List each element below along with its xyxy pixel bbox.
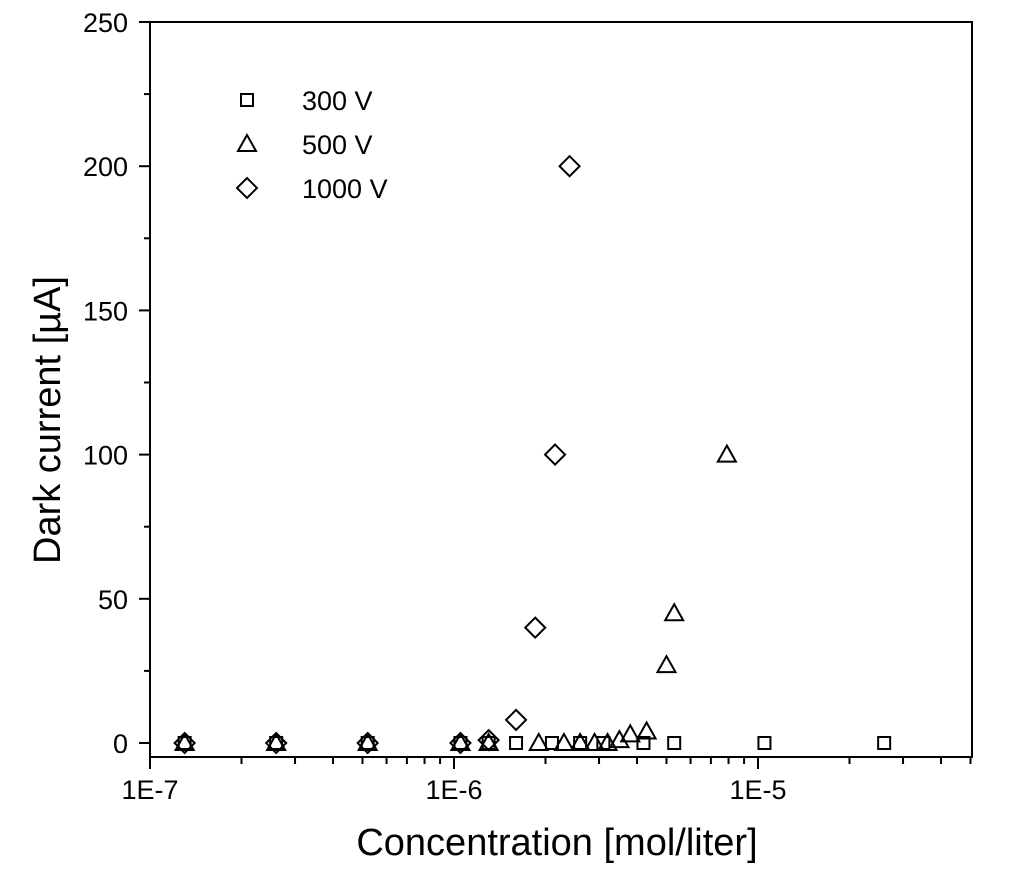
diamond-point bbox=[173, 731, 197, 755]
diamond-point bbox=[449, 731, 472, 755]
legend-diamond-icon bbox=[235, 176, 259, 200]
square-point bbox=[757, 736, 772, 750]
diamond-point bbox=[543, 443, 567, 467]
triangle-point bbox=[608, 729, 631, 749]
diamond-point bbox=[558, 154, 581, 178]
y-tick-label: 50 bbox=[98, 585, 128, 615]
y-tick-label: 200 bbox=[83, 152, 128, 182]
triangle-point bbox=[553, 731, 575, 751]
axis-tick-labels: 0 50 100 150 200 250 1E-7 1E-6 1E-5 bbox=[83, 8, 787, 805]
diamond-point bbox=[356, 731, 380, 755]
plot-frame bbox=[149, 21, 973, 758]
legend-label: 500 V bbox=[302, 130, 373, 160]
triangle-point bbox=[356, 731, 379, 751]
square-point bbox=[667, 736, 682, 750]
triangle-point bbox=[173, 731, 196, 751]
diamond-point bbox=[523, 616, 547, 640]
triangle-point bbox=[583, 731, 606, 751]
y-tick-label: 150 bbox=[83, 296, 128, 326]
triangle-point bbox=[596, 731, 619, 751]
triangle-point bbox=[569, 731, 591, 751]
y-axis-label: Dark current [µA] bbox=[27, 276, 69, 564]
diamond-point bbox=[477, 728, 501, 752]
legend: 300 V 500 V 1000 V bbox=[235, 86, 388, 204]
triangle-point bbox=[449, 731, 472, 751]
triangle-point bbox=[716, 443, 738, 463]
x-tick-label: 1E-5 bbox=[729, 775, 786, 805]
square-point bbox=[636, 736, 651, 750]
plot-area bbox=[149, 21, 973, 758]
y-tick-label: 100 bbox=[83, 441, 128, 471]
legend-triangle-icon bbox=[236, 132, 258, 152]
triangle-point bbox=[265, 731, 287, 751]
triangle-point bbox=[528, 731, 550, 751]
series-diamond bbox=[173, 154, 581, 755]
x-tick-label: 1E-6 bbox=[425, 775, 482, 805]
triangle-point bbox=[663, 602, 685, 622]
data-markers bbox=[173, 154, 892, 755]
axis-ticks bbox=[139, 21, 972, 769]
legend-label: 300 V bbox=[302, 86, 373, 116]
square-point bbox=[877, 736, 892, 750]
square-point bbox=[509, 736, 524, 750]
diamond-point bbox=[264, 731, 288, 755]
legend-square-icon bbox=[240, 93, 254, 107]
legend-label: 1000 V bbox=[302, 174, 388, 204]
y-tick-label: 250 bbox=[83, 8, 128, 38]
y-tick-label: 0 bbox=[113, 729, 128, 759]
series-triangle bbox=[173, 443, 738, 751]
diamond-point bbox=[504, 708, 528, 732]
triangle-point bbox=[655, 654, 678, 674]
x-tick-label: 1E-7 bbox=[121, 775, 178, 805]
x-axis-label: Concentration [mol/liter] bbox=[356, 822, 757, 864]
triangle-point bbox=[619, 723, 641, 743]
triangle-point bbox=[635, 720, 658, 740]
